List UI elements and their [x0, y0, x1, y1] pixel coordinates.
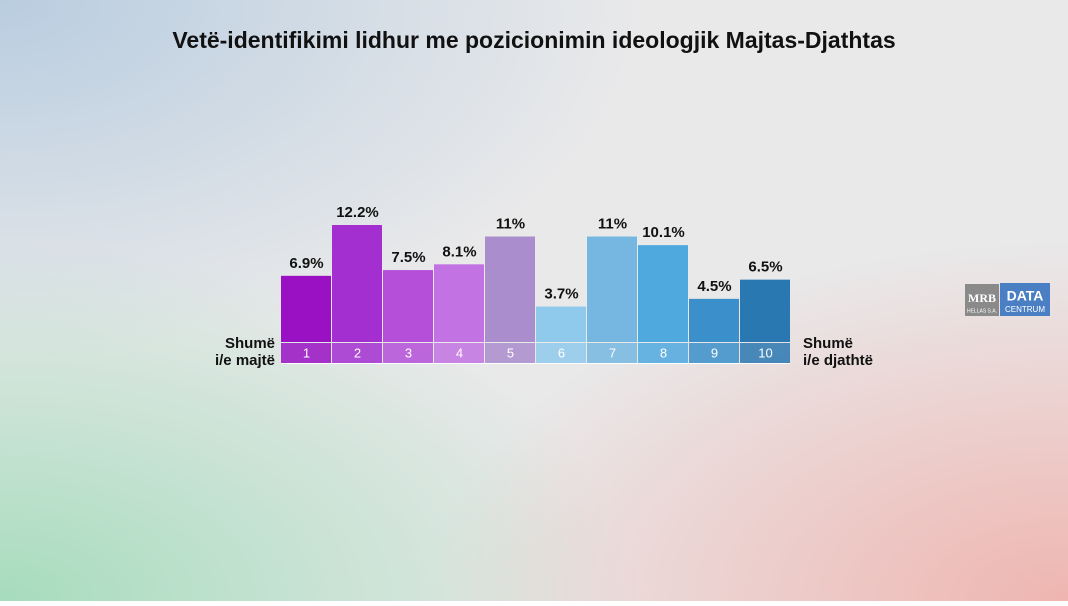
axis-end-label: Shumë	[225, 335, 275, 352]
category-cell	[281, 343, 331, 363]
axis-end-label: Shumë	[803, 335, 853, 352]
category-cell	[434, 343, 484, 363]
category-cell	[587, 343, 637, 363]
bar	[587, 236, 637, 342]
x-tick-label: 3	[405, 345, 412, 360]
x-tick-label: 7	[609, 345, 616, 360]
value-label: 3.7%	[544, 285, 578, 302]
value-label: 4.5%	[697, 278, 731, 295]
bar	[434, 264, 484, 342]
value-label: 12.2%	[336, 204, 379, 221]
category-cell	[638, 343, 688, 363]
logo-box	[965, 284, 999, 316]
logo-text: DATA	[1007, 288, 1044, 304]
bar	[536, 306, 586, 342]
category-cell	[383, 343, 433, 363]
value-label: 10.1%	[642, 224, 685, 241]
bar	[638, 245, 688, 342]
x-tick-label: 9	[711, 345, 718, 360]
value-label: 11%	[598, 215, 627, 232]
value-label: 6.9%	[289, 255, 323, 272]
axis-end-label: i/e majtë	[215, 352, 275, 369]
value-label: 11%	[496, 215, 525, 232]
logo-box	[1000, 283, 1050, 316]
value-label: 6.5%	[748, 259, 782, 276]
bar	[740, 279, 790, 342]
category-cell	[689, 343, 739, 363]
bar	[332, 225, 382, 342]
category-cell	[536, 343, 586, 363]
logo-text: MRB	[968, 291, 996, 305]
category-cell	[740, 343, 790, 363]
axis-end-label: i/e djathtë	[803, 352, 873, 369]
x-tick-label: 8	[660, 345, 667, 360]
value-label: 7.5%	[391, 249, 425, 266]
logo-text: HELLAS S.A.	[967, 308, 997, 314]
logo: MRB HELLAS S.A. DATA CENTRUM	[965, 283, 1050, 316]
chart-title: Vetë-identifikimi lidhur me pozicionimin…	[172, 27, 895, 53]
x-tick-label: 4	[456, 345, 463, 360]
bar	[485, 236, 535, 342]
category-cell	[332, 343, 382, 363]
x-tick-label: 5	[507, 345, 514, 360]
bar	[383, 270, 433, 342]
bar	[689, 298, 739, 342]
logo-text: CENTRUM	[1005, 305, 1045, 314]
bar	[281, 275, 331, 342]
value-label: 8.1%	[442, 243, 476, 260]
x-tick-label: 6	[558, 345, 565, 360]
x-tick-label: 1	[303, 345, 310, 360]
category-cell	[485, 343, 535, 363]
x-tick-label: 10	[758, 345, 772, 360]
x-tick-label: 2	[354, 345, 361, 360]
